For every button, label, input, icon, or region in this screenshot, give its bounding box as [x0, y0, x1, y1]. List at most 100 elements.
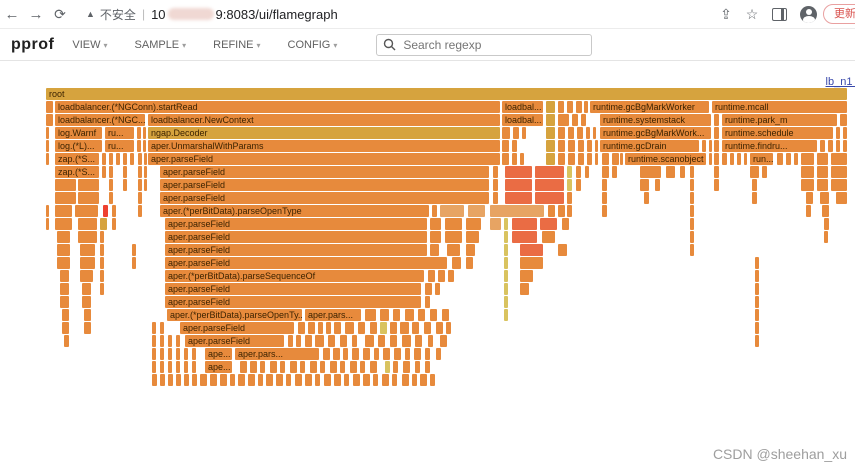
flame-cell[interactable]: [200, 374, 207, 386]
flame-cell[interactable]: [260, 361, 265, 373]
flame-cell[interactable]: [504, 231, 508, 243]
flame-cell[interactable]: [109, 153, 113, 165]
flame-cell[interactable]: [333, 348, 340, 360]
flame-cell[interactable]: [822, 205, 829, 217]
flame-cell[interactable]: [270, 361, 277, 373]
flame-cell[interactable]: [831, 166, 847, 178]
flame-cell[interactable]: [843, 127, 847, 139]
flame-cell[interactable]: [428, 270, 435, 282]
flame-cell[interactable]: [690, 179, 694, 191]
flame-cell[interactable]: [46, 127, 49, 139]
menu-sample[interactable]: SAMPLE ▾: [134, 38, 187, 51]
flame-cell[interactable]: [143, 140, 146, 152]
flame-cell[interactable]: [436, 348, 441, 360]
flame-cell[interactable]: [370, 361, 377, 373]
flame-cell[interactable]: [593, 127, 596, 139]
flame-cell[interactable]: [57, 257, 70, 269]
flame-frame[interactable]: aper.(*perBitData).parseSequenceOf: [165, 270, 424, 282]
flame-cell[interactable]: [400, 322, 409, 334]
flame-cell[interactable]: [109, 166, 113, 178]
flame-cell[interactable]: [428, 335, 433, 347]
flame-cell[interactable]: [412, 374, 417, 386]
flame-cell[interactable]: [363, 374, 370, 386]
flame-cell[interactable]: [383, 348, 390, 360]
flame-cell[interactable]: [280, 361, 285, 373]
flame-cell[interactable]: [540, 218, 557, 230]
flame-cell[interactable]: [405, 348, 410, 360]
search-input[interactable]: [376, 33, 593, 56]
flame-cell[interactable]: [100, 244, 104, 256]
flame-cell[interactable]: [100, 231, 104, 243]
flame-frame[interactable]: runtime.gcBgMarkWorker: [590, 101, 709, 113]
flame-cell[interactable]: [435, 283, 440, 295]
flame-cell[interactable]: [445, 218, 462, 230]
flame-cell[interactable]: [493, 179, 498, 191]
flame-cell[interactable]: [84, 322, 91, 334]
flame-cell[interactable]: [737, 153, 741, 165]
flame-cell[interactable]: [55, 218, 72, 230]
flame-frame[interactable]: ape...: [205, 348, 232, 360]
flame-frame[interactable]: log.(*L)...: [55, 140, 102, 152]
flame-frame[interactable]: loadbal...: [502, 114, 543, 126]
flame-cell[interactable]: [363, 348, 370, 360]
flame-cell[interactable]: [504, 244, 508, 256]
flame-cell[interactable]: [836, 192, 847, 204]
flame-cell[interactable]: [57, 231, 70, 243]
flame-cell[interactable]: [385, 361, 390, 373]
flame-cell[interactable]: [380, 309, 389, 321]
flame-cell[interactable]: [326, 322, 331, 334]
flame-cell[interactable]: [130, 153, 134, 165]
flame-frame[interactable]: runtime.scanobject: [625, 153, 706, 165]
flame-frame[interactable]: aper.parseField: [160, 192, 489, 204]
flame-cell[interactable]: [137, 127, 141, 139]
flame-cell[interactable]: [184, 361, 188, 373]
flame-cell[interactable]: [64, 335, 69, 347]
flame-frame[interactable]: runtime.gcDrain: [600, 140, 699, 152]
flame-cell[interactable]: [192, 348, 196, 360]
flame-cell[interactable]: [520, 270, 533, 282]
flame-cell[interactable]: [587, 153, 592, 165]
flame-cell[interactable]: [568, 127, 574, 139]
flame-cell[interactable]: [824, 231, 828, 243]
flame-cell[interactable]: [512, 153, 517, 165]
flame-cell[interactable]: [820, 192, 829, 204]
flame-cell[interactable]: [320, 361, 325, 373]
flame-frame[interactable]: aper.parseField: [165, 218, 427, 230]
flame-cell[interactable]: [612, 153, 619, 165]
flame-cell[interactable]: [714, 114, 719, 126]
flame-cell[interactable]: [744, 153, 747, 165]
flame-cell[interactable]: [160, 322, 164, 334]
flame-frame[interactable]: zap.(*S...: [55, 166, 99, 178]
flame-cell[interactable]: [714, 127, 719, 139]
flame-cell[interactable]: [344, 374, 349, 386]
flame-cell[interactable]: [144, 166, 147, 178]
flame-cell[interactable]: [340, 335, 347, 347]
flame-cell[interactable]: [714, 153, 719, 165]
flame-cell[interactable]: [828, 140, 833, 152]
flame-cell[interactable]: [690, 192, 694, 204]
flame-cell[interactable]: [266, 374, 273, 386]
flame-cell[interactable]: [288, 335, 293, 347]
flame-cell[interactable]: [132, 257, 136, 269]
flame-cell[interactable]: [602, 179, 607, 191]
flame-cell[interactable]: [490, 205, 544, 217]
flame-cell[interactable]: [394, 348, 401, 360]
flame-cell[interactable]: [558, 127, 565, 139]
flame-cell[interactable]: [504, 309, 508, 321]
flame-cell[interactable]: [152, 361, 156, 373]
flame-frame[interactable]: aper.parseField: [165, 244, 427, 256]
flame-cell[interactable]: [602, 166, 609, 178]
flame-frame[interactable]: aper.(*perBitData).parseOpenTy...: [167, 309, 302, 321]
flame-cell[interactable]: [806, 192, 813, 204]
flame-cell[interactable]: [343, 348, 348, 360]
flame-cell[interactable]: [709, 140, 712, 152]
flame-cell[interactable]: [425, 361, 430, 373]
flame-cell[interactable]: [360, 361, 365, 373]
flame-cell[interactable]: [46, 153, 49, 165]
flame-cell[interactable]: [505, 166, 532, 178]
flame-cell[interactable]: [176, 374, 181, 386]
flame-cell[interactable]: [750, 166, 759, 178]
flame-cell[interactable]: [440, 335, 447, 347]
flame-cell[interactable]: [448, 270, 454, 282]
flame-cell[interactable]: [620, 153, 623, 165]
